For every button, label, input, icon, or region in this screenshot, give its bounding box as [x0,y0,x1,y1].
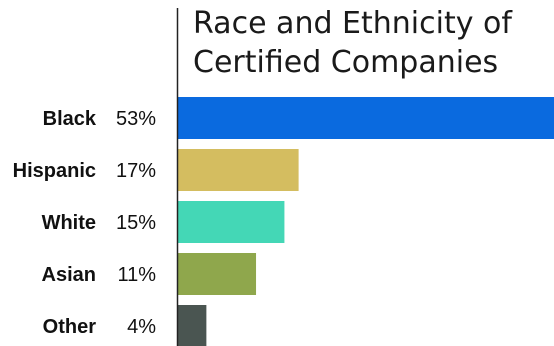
category-label-asian: Asian [42,264,96,286]
bar-asian [178,253,257,295]
chart-title-line-1: Race and Ethnicity of [193,6,513,41]
chart-title: Race and Ethnicity of Certified Companie… [193,6,513,80]
value-label-black: 53% [116,108,156,130]
bar-other [178,305,207,346]
category-label-black: Black [43,108,97,130]
chart-title-line-2: Certified Companies [193,45,498,80]
bar-black [178,97,554,139]
value-label-white: 15% [116,212,156,234]
category-label-hispanic: Hispanic [13,160,96,182]
value-label-other: 4% [127,316,156,338]
category-label-other: Other [43,316,97,338]
bar-labels: Black 53% Hispanic 17% White 15% Asian 11% Other… [13,108,157,338]
bar-hispanic [178,149,299,191]
bar-series [178,97,554,346]
value-label-asian: 11% [117,264,156,286]
category-label-white: White [42,212,96,234]
bar-white [178,201,285,243]
value-label-hispanic: 17% [116,160,156,182]
